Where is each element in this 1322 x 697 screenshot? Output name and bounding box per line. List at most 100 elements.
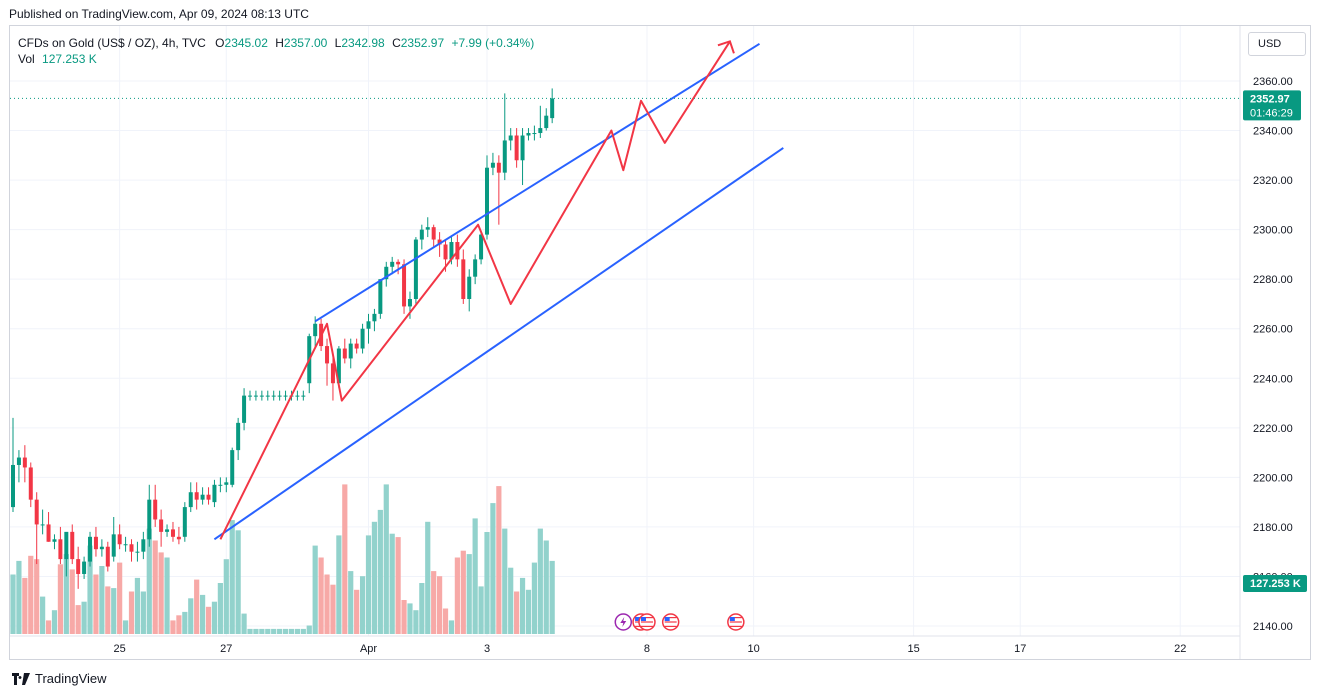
- volume-bar: [69, 569, 75, 634]
- volume-bar: [253, 628, 259, 634]
- candle-body: [259, 395, 264, 397]
- volume-bar: [425, 521, 431, 634]
- candle-body: [153, 499, 158, 520]
- candle-body: [159, 519, 164, 532]
- volume-bar: [170, 620, 176, 634]
- volume-bar: [342, 484, 348, 634]
- candle: [330, 355, 335, 401]
- candle: [348, 338, 353, 369]
- candle-body: [88, 536, 93, 562]
- candle: [16, 450, 21, 483]
- volume-bar: [490, 503, 496, 634]
- candle: [93, 526, 98, 557]
- candle: [135, 541, 140, 562]
- flag-canton: [664, 617, 670, 621]
- flag-stripe: [640, 619, 653, 621]
- flag-stripe: [664, 621, 677, 623]
- volume-bar: [194, 579, 200, 634]
- candle-body: [93, 536, 98, 550]
- candle-body: [502, 140, 507, 173]
- volume-bar: [265, 628, 271, 634]
- volume-bar: [543, 540, 549, 634]
- candle: [550, 88, 555, 124]
- candle-body: [520, 135, 525, 161]
- candle-body: [52, 539, 57, 542]
- candle-body: [230, 450, 235, 485]
- candle-body: [526, 133, 531, 136]
- volume-bar: [117, 562, 123, 634]
- volume-bar: [259, 628, 265, 634]
- open-value: 2345.02: [224, 36, 268, 50]
- candle: [253, 390, 258, 401]
- candle: [159, 509, 164, 547]
- x-tick-label: 27: [220, 643, 232, 655]
- flag-stripe: [729, 621, 742, 623]
- candle-body: [402, 264, 407, 307]
- volume-bar: [22, 577, 28, 634]
- y-tick-label: 2140.00: [1253, 621, 1293, 633]
- candle-body: [105, 546, 110, 567]
- low-value: 2342.98: [341, 36, 385, 50]
- candle: [354, 338, 359, 354]
- candle-body: [34, 499, 39, 525]
- volume-bar: [401, 600, 407, 634]
- x-tick-label: 8: [644, 643, 650, 655]
- candle-body: [425, 227, 430, 230]
- volume-bar: [395, 537, 401, 634]
- volume-bar: [312, 545, 318, 634]
- candle: [111, 517, 116, 562]
- candle-body: [431, 227, 436, 240]
- volume-bar: [87, 545, 93, 634]
- candle-body: [396, 261, 401, 265]
- volume-bar: [217, 583, 223, 634]
- volume-bar: [164, 557, 170, 634]
- flag-stripe: [640, 621, 653, 623]
- volume-bar: [152, 540, 158, 634]
- price-badge-countdown: 01:46:29: [1250, 107, 1293, 119]
- flag-stripe: [640, 617, 653, 619]
- volume-bar: [158, 552, 164, 634]
- high-label: H: [275, 36, 284, 50]
- candle: [496, 155, 501, 225]
- candle: [502, 93, 507, 181]
- candle: [153, 484, 158, 527]
- candle: [165, 524, 170, 537]
- candle: [52, 534, 57, 550]
- candle-body: [212, 484, 217, 503]
- x-tick-label: 15: [907, 643, 919, 655]
- volume-bar: [431, 571, 437, 634]
- change-value: +7.99 (+0.34%): [451, 36, 535, 50]
- lightning-glyph: [620, 617, 627, 627]
- candle-body: [313, 323, 318, 337]
- candle: [182, 502, 187, 542]
- candle: [342, 338, 347, 364]
- volume-bar: [51, 610, 58, 634]
- y-tick-label: 2280.00: [1253, 274, 1293, 286]
- volume-badge-box: [1243, 575, 1307, 592]
- candle: [34, 492, 39, 565]
- currency-selector[interactable]: USD: [1248, 32, 1306, 56]
- flag-stripe: [729, 617, 742, 619]
- candle-body: [419, 229, 424, 240]
- candle: [176, 526, 181, 545]
- candle-body: [485, 167, 489, 235]
- candle-body: [330, 363, 335, 384]
- candle: [265, 390, 270, 401]
- candle: [248, 390, 252, 401]
- candle-body: [325, 346, 330, 364]
- candle: [461, 249, 466, 304]
- volume-bar: [81, 601, 87, 634]
- candle: [242, 388, 247, 431]
- candle-body: [248, 395, 252, 397]
- volume-bar: [508, 567, 514, 634]
- tradingview-footer[interactable]: TradingView: [12, 671, 107, 686]
- volume-bar: [122, 620, 129, 634]
- candle-body: [384, 266, 389, 280]
- volume-bar: [306, 625, 312, 634]
- x-tick-label: 10: [748, 643, 760, 655]
- x-tick-label: Apr: [360, 643, 377, 655]
- projection-arrowhead: [717, 40, 735, 54]
- flag-stripe: [664, 617, 677, 619]
- volume-bar: [496, 486, 502, 634]
